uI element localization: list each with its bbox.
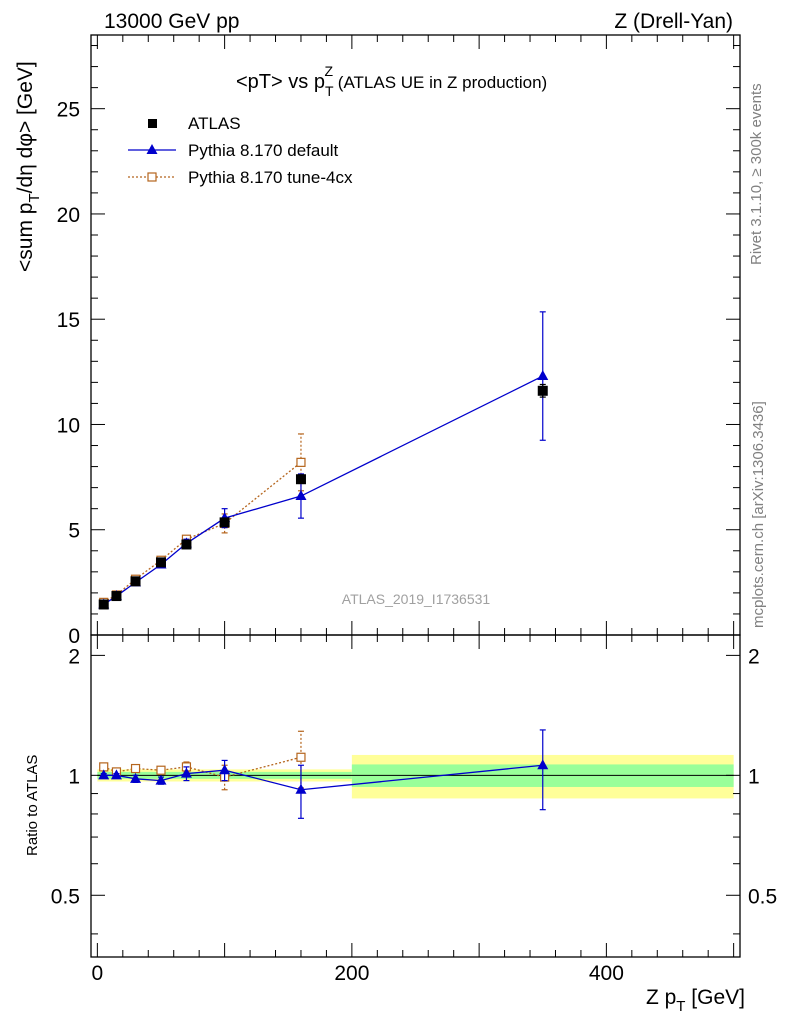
- main-ticks: [91, 35, 740, 636]
- main-ytick-label: 5: [68, 520, 80, 543]
- legend-label-tune: Pythia 8.170 tune-4cx: [188, 168, 353, 187]
- watermark: ATLAS_2019_I1736531: [342, 591, 491, 607]
- legend-label-default: Pythia 8.170 default: [188, 141, 339, 160]
- rivet-label: Rivet 3.1.10, ≥ 300k events: [748, 83, 765, 265]
- ratio-ytick-label-right: 1: [748, 765, 760, 788]
- ratio-ticks: [91, 635, 740, 957]
- legend: ATLAS Pythia 8.170 default Pythia 8.170 …: [128, 114, 353, 187]
- ylabel-text-a: <sum p: [14, 203, 37, 272]
- title-text-b: (ATLAS UE in Z production): [333, 73, 547, 92]
- main-point-default: [295, 490, 307, 501]
- ratio-point-default: [180, 767, 192, 778]
- ratio-ytick-label-left: 2: [68, 645, 80, 668]
- title-sup: Z: [325, 63, 334, 79]
- legend-marker-atlas: [148, 119, 157, 128]
- ratio-point-tune: [130, 763, 141, 774]
- ratio-point-default: [98, 769, 110, 780]
- ylabel-text-b: /dη dφ> [GeV]: [14, 61, 37, 193]
- main-point-atlas: [219, 517, 230, 528]
- ratio-panel: 0.5 0.5 1 1 2 2 0 200 400 Ratio to ATLAS Z pT […: [24, 634, 777, 1015]
- ratio-point-default: [219, 764, 231, 775]
- process-label: Z (Drell-Yan): [614, 10, 733, 33]
- ratio-point-default: [130, 772, 142, 783]
- ratio-frame: [90, 634, 741, 958]
- xlabel-sub: T: [676, 998, 685, 1015]
- xlabel-text-b: [GeV]: [685, 986, 745, 1009]
- main-point-atlas: [111, 591, 122, 602]
- main-point-atlas: [155, 557, 166, 568]
- main-ytick-label: 20: [57, 204, 80, 227]
- ratio-point-default: [155, 774, 167, 785]
- ratio-point-default: [110, 769, 122, 780]
- main-point-atlas: [130, 576, 141, 587]
- x-axis-label: Z pT [GeV]: [646, 986, 745, 1015]
- mcplots-label: mcplots.cern.ch [arXiv:1306.3436]: [750, 401, 767, 628]
- main-ytick-label: 10: [57, 414, 80, 437]
- main-point-atlas: [98, 599, 109, 610]
- ratio-ytick-labels: 0.5 0.5 1 1 2 2: [51, 645, 777, 908]
- title-text-a: <pT> vs p: [236, 71, 325, 93]
- ylabel-sub: T: [26, 193, 43, 202]
- xlabel-text-a: Z p: [646, 986, 676, 1009]
- main-ylabel: <sum pT/dη dφ> [GeV]: [14, 61, 43, 272]
- main-ytick-labels: 0 5 10 15 20 25: [57, 99, 80, 648]
- ratio-xtick-labels: 0 200 400: [92, 962, 624, 985]
- ratio-ylabel: Ratio to ATLAS: [24, 755, 41, 856]
- main-point-default: [537, 370, 549, 381]
- ratio-ytick-label-left: 1: [68, 765, 80, 788]
- ratio-plot-marks: [98, 729, 549, 819]
- main-ytick-label: 0: [68, 625, 80, 648]
- main-point-tune: [296, 457, 306, 467]
- beam-label: 13000 GeV pp: [104, 10, 239, 33]
- ratio-point-tune: [156, 765, 166, 775]
- main-ytick-label: 25: [57, 99, 80, 122]
- main-point-atlas: [295, 474, 306, 485]
- ratio-point-default: [295, 783, 307, 794]
- legend-label-atlas: ATLAS: [188, 114, 241, 133]
- ratio-point-tune: [296, 752, 306, 762]
- ratio-ytick-label-right: 0.5: [748, 885, 777, 908]
- legend-marker-default: [146, 144, 158, 154]
- ratio-ytick-label-right: 2: [748, 645, 760, 668]
- main-point-atlas: [181, 539, 192, 550]
- main-plot-marks: [98, 311, 549, 610]
- ratio-xtick-label: 400: [589, 962, 624, 985]
- ratio-band: [97, 754, 734, 799]
- main-title: <pT> vs pTZ (ATLAS UE in Z production): [236, 63, 547, 99]
- ratio-xtick-label: 200: [334, 962, 369, 985]
- ratio-xtick-label: 0: [92, 962, 104, 985]
- legend-marker-tune: [147, 172, 157, 182]
- ratio-point-default: [537, 759, 549, 770]
- main-line-default: [103, 375, 544, 606]
- main-ytick-label: 15: [57, 309, 80, 332]
- ratio-ytick-label-left: 0.5: [51, 885, 80, 908]
- main-point-atlas: [537, 385, 548, 396]
- title-sub: T: [325, 83, 334, 99]
